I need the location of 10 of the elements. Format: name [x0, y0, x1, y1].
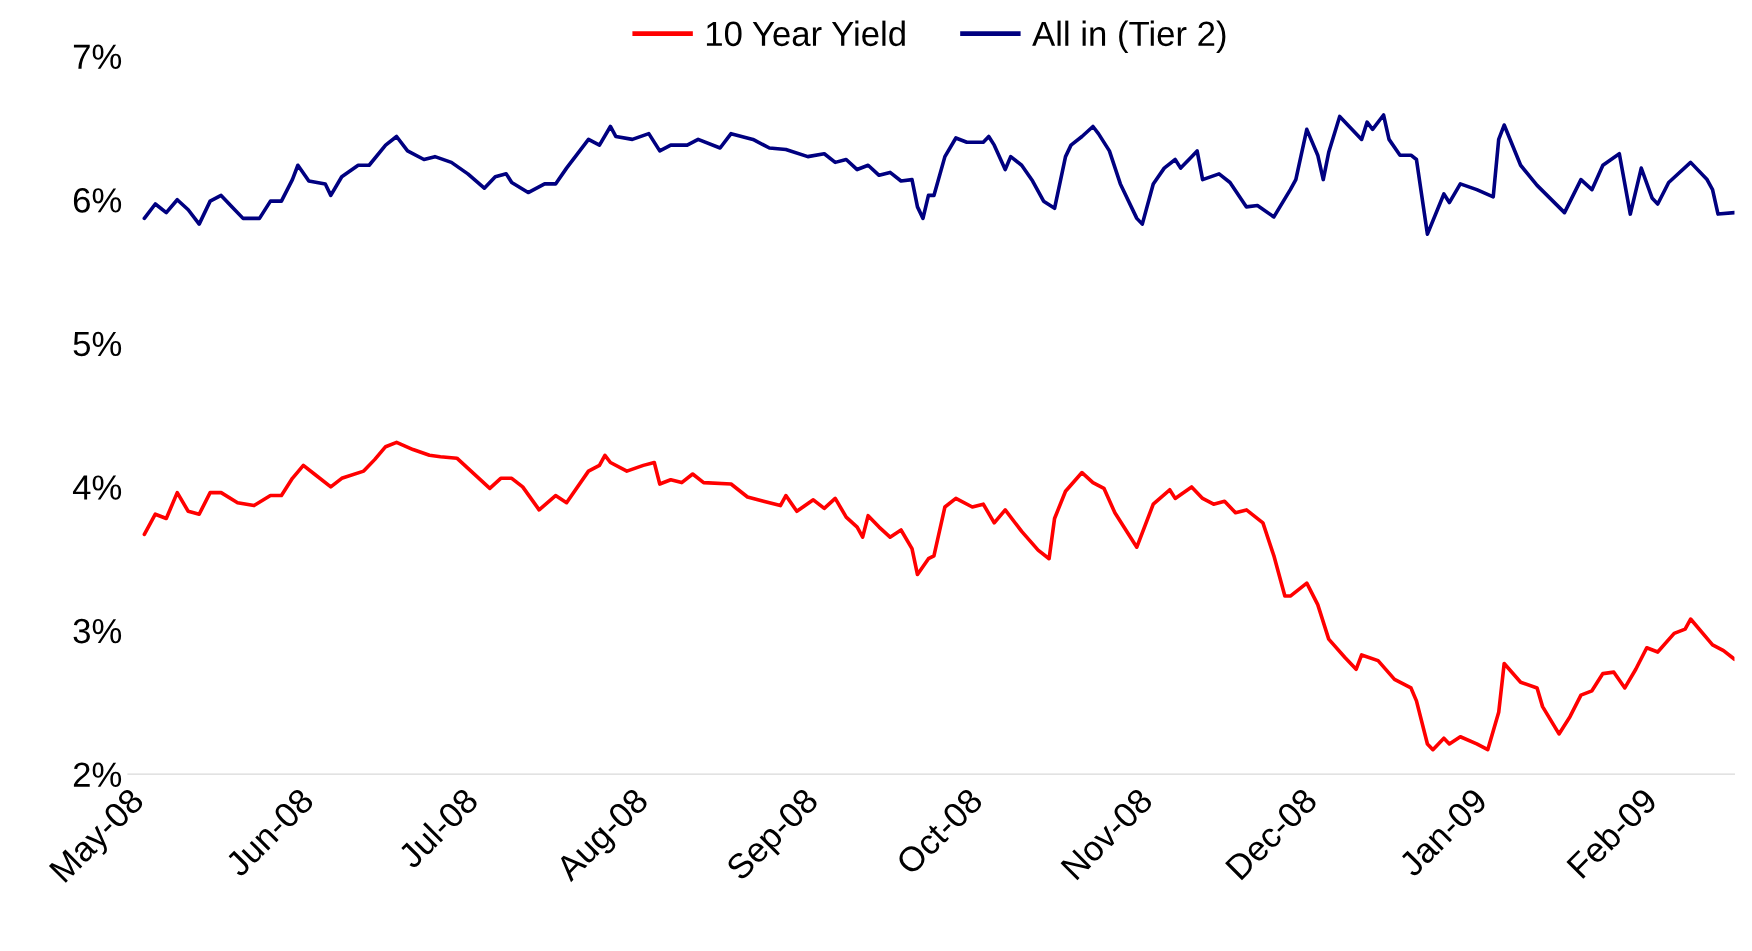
y-tick-label: 3% [73, 618, 122, 644]
legend-label: 10 Year Yield [706, 20, 905, 47]
line-series [142, 113, 1735, 236]
legend-label: All in (Tier 2) [1032, 20, 1226, 53]
y-tick-label: 4% [72, 475, 122, 500]
line-series [142, 440, 1735, 752]
y-tick-label: 5% [73, 331, 122, 357]
y-tick-label: 6% [73, 188, 122, 213]
y-tick-label: 2% [73, 762, 122, 787]
y-tick-label: 7% [73, 44, 122, 69]
